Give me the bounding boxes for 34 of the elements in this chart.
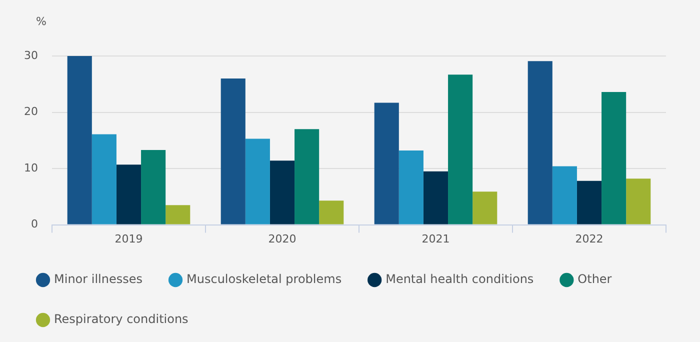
bar [166, 205, 190, 224]
x-tick-label: 2020 [268, 232, 296, 246]
bar [116, 164, 142, 224]
bar [374, 102, 399, 224]
y-tick-label: 10 [24, 161, 38, 174]
bar [245, 138, 270, 224]
bar [423, 171, 448, 224]
bar [472, 192, 498, 224]
y-axis-title: % [36, 14, 46, 28]
bar [398, 150, 424, 224]
bar [270, 160, 295, 224]
x-tick-label: 2019 [114, 232, 143, 246]
x-tick-label: 2022 [575, 232, 604, 246]
bar [626, 178, 651, 224]
bar [552, 166, 577, 224]
bar [602, 92, 626, 224]
y-tick-label: 0 [30, 218, 38, 231]
bar [67, 56, 92, 224]
bar [220, 78, 246, 224]
bar [576, 180, 602, 224]
bar [528, 61, 552, 224]
legend-label: Musculoskeletal problems [186, 272, 342, 286]
legend-label: Respiratory conditions [54, 312, 188, 326]
y-tick-label: 30 [24, 48, 38, 62]
legend-label: Minor illnesses [54, 272, 143, 286]
bar [319, 200, 344, 224]
bar [92, 134, 116, 224]
bar [294, 129, 320, 224]
y-tick-label: 20 [24, 105, 38, 118]
x-tick-label: 2021 [422, 232, 450, 246]
legend-label: Mental health conditions [386, 272, 534, 286]
bar [448, 74, 473, 224]
bar [141, 150, 166, 224]
legend-label: Other [578, 272, 612, 286]
